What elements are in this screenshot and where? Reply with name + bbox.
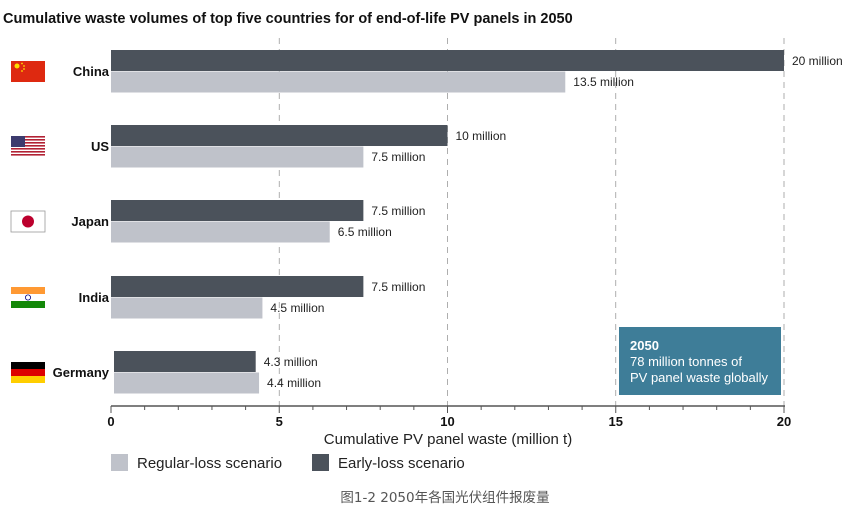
category-label: China	[73, 64, 110, 79]
data-label-early: 7.5 million	[371, 204, 425, 218]
bar-early-japan	[111, 200, 364, 221]
callout-line-1: 78 million tonnes of	[630, 354, 742, 369]
flags	[10, 61, 46, 383]
bar-early-india	[111, 276, 364, 297]
x-axis-label: Cumulative PV panel waste (million t)	[324, 431, 572, 448]
bar-early-germany	[114, 351, 256, 372]
bar-regular-us	[111, 146, 364, 168]
data-label-regular: 7.5 million	[371, 150, 425, 164]
category-label: Japan	[71, 214, 109, 229]
tick-label: 15	[609, 414, 623, 429]
data-label-early: 7.5 million	[371, 280, 425, 294]
bar-regular-china	[111, 71, 566, 93]
bar-regular-germany	[114, 372, 260, 394]
bar-early-us	[111, 125, 448, 146]
bars	[111, 50, 784, 394]
japan-flag-icon	[10, 210, 46, 233]
bar-early-china	[111, 50, 784, 71]
data-label-regular: 4.5 million	[270, 301, 324, 315]
tick-label: 20	[777, 414, 791, 429]
category-label: India	[79, 290, 110, 305]
legend-label-early: Early-loss scenario	[338, 455, 465, 472]
category-label: Germany	[53, 365, 110, 380]
data-labels: 20 million 13.5 million 10 million 7.5 mill…	[264, 54, 843, 390]
legend-swatch-early	[312, 454, 329, 471]
data-label-regular: 13.5 million	[573, 75, 634, 89]
bar-regular-japan	[111, 221, 330, 243]
us-flag-icon	[11, 136, 45, 157]
callout-line-2: PV panel waste globally	[630, 370, 769, 385]
data-label-regular: 4.4 million	[267, 376, 321, 390]
legend-swatch-regular	[111, 454, 128, 471]
callout-box: 2050 78 million tonnes of PV panel waste…	[619, 327, 781, 395]
legend: Regular-loss scenario Early-loss scenari…	[111, 454, 465, 472]
data-label-early: 20 million	[792, 54, 843, 68]
x-ticks: 0 5 10 15 20	[107, 406, 791, 429]
tick-label: 10	[440, 414, 454, 429]
data-label-regular: 6.5 million	[338, 225, 392, 239]
figure-caption: 图1-2 2050年各国光伏组件报废量	[340, 490, 549, 506]
category-labels: China US Japan India Germany	[53, 64, 110, 380]
tick-label: 5	[276, 414, 283, 429]
bar-regular-india	[111, 297, 263, 319]
legend-label-regular: Regular-loss scenario	[137, 455, 282, 472]
callout-title: 2050	[630, 338, 659, 353]
chart-title: Cumulative waste volumes of top five cou…	[3, 11, 573, 27]
data-label-early: 10 million	[456, 129, 507, 143]
tick-label: 0	[107, 414, 114, 429]
germany-flag-icon	[11, 362, 45, 383]
callout-background	[619, 327, 781, 395]
data-label-early: 4.3 million	[264, 355, 318, 369]
category-label: US	[91, 139, 109, 154]
china-flag-icon	[11, 61, 45, 82]
india-flag-icon	[11, 287, 45, 308]
